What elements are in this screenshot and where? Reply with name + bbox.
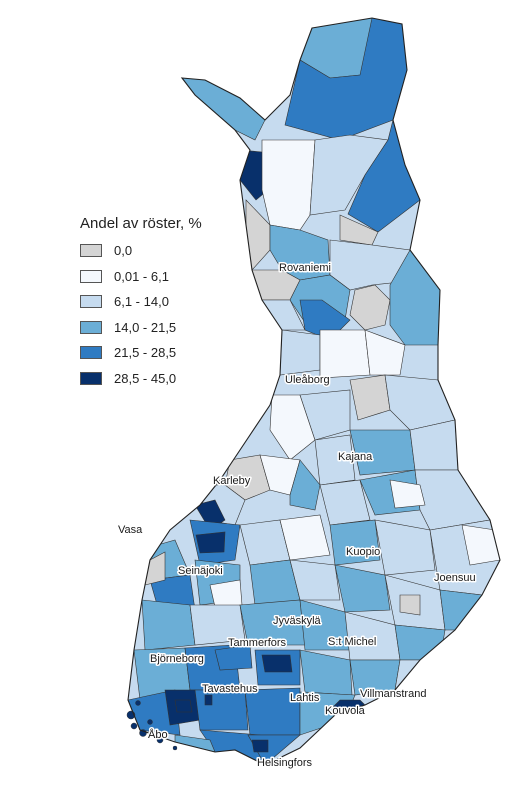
- region-patch: [269, 394, 316, 461]
- city-label-vasa: Vasa: [118, 524, 143, 536]
- city-label-kuopio: Kuopio: [346, 546, 380, 558]
- legend-swatch: [80, 269, 102, 283]
- legend-item: 21,5 - 28,5: [80, 340, 202, 366]
- city-label-rovaniemi: Rovaniemi: [279, 262, 331, 274]
- legend-swatch: [80, 320, 102, 334]
- legend-label: 6,1 - 14,0: [114, 294, 169, 310]
- city-label-tavastehus: Tavastehus: [202, 683, 258, 695]
- region-patch: [189, 604, 246, 646]
- region-patch: [261, 139, 316, 231]
- city-label-st-michel: S:t Michel: [328, 636, 376, 648]
- region-patch: [194, 689, 249, 731]
- city-label-joensuu: Joensuu: [434, 572, 476, 584]
- region-patch: [364, 329, 406, 376]
- city-label-kajana: Kajana: [338, 451, 373, 463]
- region-patch: [209, 579, 243, 608]
- region-patch: [224, 454, 271, 501]
- city-label-kouvola: Kouvola: [325, 705, 366, 717]
- city-label-seinajoki: Seinäjoki: [178, 565, 223, 577]
- region-patch: [414, 469, 491, 531]
- region-patch: [289, 559, 341, 601]
- legend-label: 21,5 - 28,5: [114, 345, 177, 361]
- region-patch: [439, 589, 483, 631]
- legend-swatch: [80, 371, 102, 385]
- region-patch: [204, 694, 213, 706]
- region-patch: [279, 514, 331, 561]
- region-patch: [195, 531, 226, 554]
- region-patch: [141, 599, 196, 651]
- region-patch: [214, 644, 253, 671]
- region-patch: [174, 699, 193, 713]
- legend-swatch: [80, 244, 102, 258]
- legend-swatch: [80, 346, 102, 360]
- city-label-lahtis: Lahtis: [290, 692, 320, 704]
- region-patch: [329, 519, 381, 566]
- region-patch: [374, 519, 436, 576]
- city-label-helsingfors: Helsingfors: [257, 757, 313, 769]
- legend-title: Andel av röster, %: [80, 215, 202, 232]
- city-label-tammerfors: Tammerfors: [228, 637, 287, 649]
- region-patch: [319, 479, 371, 526]
- region-patch: [399, 594, 421, 616]
- region-patch: [251, 739, 269, 753]
- region-patch: [289, 459, 321, 511]
- legend-swatch: [80, 295, 102, 309]
- region-patch: [394, 624, 446, 661]
- region-patch: [334, 564, 391, 613]
- region-patch: [245, 199, 271, 271]
- city-label-abo: Åbo: [148, 728, 168, 741]
- city-label-villmanstrand: Villmanstrand: [360, 688, 426, 700]
- legend-label: 28,5 - 45,0: [114, 370, 177, 386]
- legend-item: 28,5 - 45,0: [80, 366, 202, 392]
- legend-item: 14,0 - 21,5: [80, 315, 202, 341]
- city-label-uleaborg: Uleåborg: [285, 374, 330, 386]
- map-legend: Andel av röster, % 0,0 0,01 - 6,1 6,1 - 14…: [80, 215, 202, 391]
- legend-label: 14,0 - 21,5: [114, 319, 177, 335]
- legend-label: 0,0: [114, 243, 133, 259]
- legend-item: 0,0: [80, 238, 202, 264]
- region-patch: [389, 479, 426, 509]
- city-label-bjorneborg: Björneborg: [150, 653, 204, 665]
- region-patch: [314, 434, 356, 486]
- legend-item: 6,1 - 14,0: [80, 289, 202, 315]
- region-patch: [349, 284, 391, 331]
- region-patch: [279, 329, 321, 376]
- legend-label: 0,01 - 6,1: [114, 268, 169, 284]
- city-label-karleby: Karleby: [213, 475, 251, 487]
- region-patch: [319, 329, 371, 379]
- region-patch: [461, 524, 500, 566]
- legend-item: 0,01 - 6,1: [80, 264, 202, 290]
- city-label-jyvaskyla: Jyväskylä: [273, 615, 322, 627]
- region-patch: [261, 654, 293, 673]
- region-patch: [394, 659, 441, 691]
